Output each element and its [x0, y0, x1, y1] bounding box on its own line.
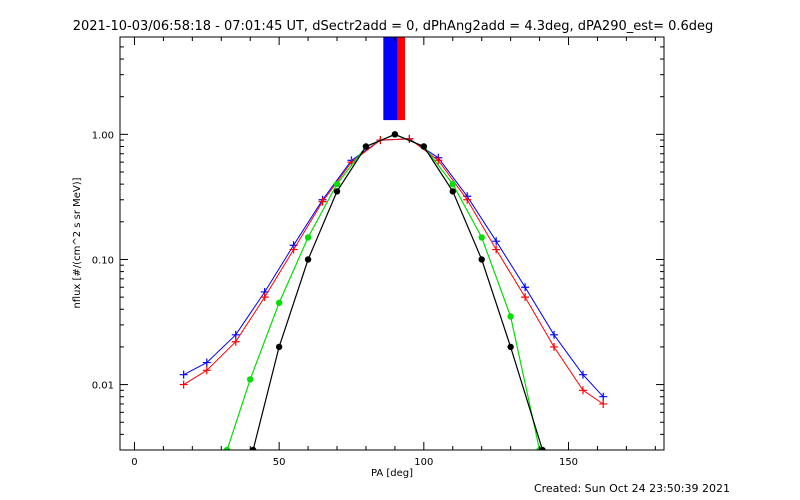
point-black: [249, 446, 257, 450]
point-black: [362, 143, 370, 150]
point-red: [492, 245, 501, 254]
point-black: [478, 256, 485, 263]
point-green: [223, 446, 231, 450]
x-tick-label: 100: [414, 457, 433, 468]
point-blue: [231, 330, 240, 339]
point-red: [202, 366, 211, 375]
point-red: [434, 156, 443, 165]
y-tick-label: 1.00: [92, 130, 114, 141]
point-blue: [179, 370, 188, 379]
point-red: [463, 195, 472, 204]
point-black: [507, 343, 514, 351]
point-blue: [202, 358, 211, 367]
x-tick-label: 150: [559, 457, 578, 468]
series-black: [249, 131, 546, 450]
point-black: [449, 188, 456, 195]
point-green: [449, 180, 456, 188]
point-black: [391, 131, 399, 138]
y-tick-label: 0.01: [92, 381, 114, 392]
point-red: [578, 386, 587, 395]
point-green: [304, 234, 312, 241]
point-blue: [599, 392, 608, 401]
point-green: [333, 180, 341, 188]
spike-blue: [383, 37, 398, 121]
point-red: [231, 337, 240, 346]
series-line-black: [252, 133, 544, 450]
point-red: [289, 245, 298, 254]
x-tick-label: 50: [273, 457, 286, 468]
series-red: [179, 134, 608, 408]
point-blue: [550, 330, 559, 339]
y-axis-label: nflux [#/(cm^2 s sr MeV)]: [72, 177, 83, 308]
point-green: [507, 313, 514, 320]
y-tick-label: 0.10: [92, 255, 114, 266]
point-blue: [521, 283, 530, 292]
point-blue: [578, 370, 587, 379]
series-line-red: [183, 138, 604, 405]
x-tick-label: 0: [131, 457, 137, 468]
series-blue: [179, 134, 608, 401]
point-green: [275, 299, 283, 307]
point-black: [275, 343, 283, 351]
plot-frame: [119, 36, 665, 451]
point-black: [539, 446, 546, 450]
series-green: [223, 131, 543, 450]
point-blue: [492, 237, 501, 246]
point-green: [247, 376, 254, 383]
point-red: [550, 342, 559, 351]
created-timestamp: Created: Sun Oct 24 23:50:39 2021: [534, 482, 730, 495]
point-green: [478, 234, 485, 241]
x-axis-label: PA [deg]: [371, 468, 413, 479]
series-line-blue: [183, 138, 604, 398]
point-red: [599, 399, 608, 408]
point-red: [260, 293, 269, 302]
chart-title: 2021-10-03/06:58:18 - 07:01:45 UT, dSect…: [73, 19, 714, 34]
point-black: [333, 188, 341, 195]
spike-red: [397, 37, 406, 121]
point-red: [179, 380, 188, 389]
point-black: [420, 143, 428, 150]
point-black: [304, 256, 312, 263]
point-red: [318, 197, 327, 206]
point-red: [521, 293, 530, 302]
